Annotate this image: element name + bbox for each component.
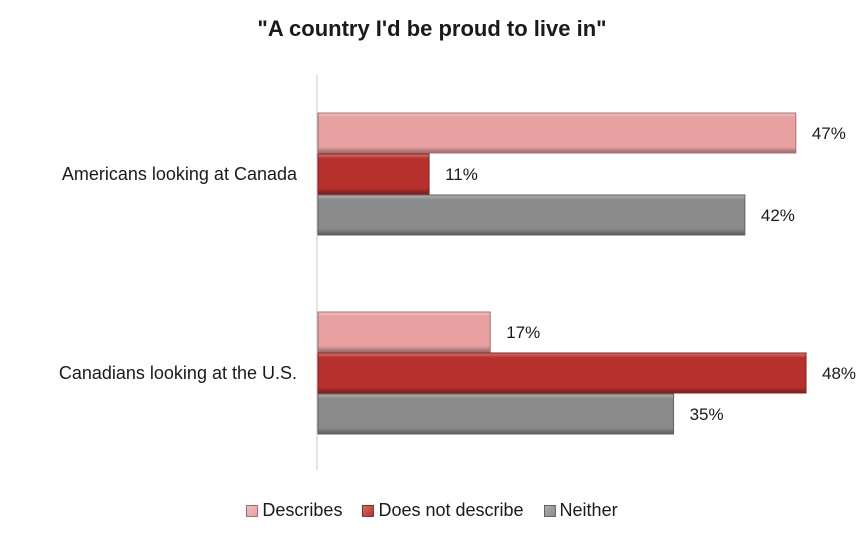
data-label: 48%	[822, 364, 856, 383]
legend-item: Does not describe	[362, 500, 524, 521]
data-label: 42%	[761, 206, 795, 225]
legend-label: Describes	[262, 500, 343, 520]
category-label: Canadians looking at the U.S.	[59, 363, 297, 383]
legend-label: Does not describe	[378, 500, 524, 520]
legend: Describes Does not describe Neither	[0, 500, 864, 522]
bar	[317, 112, 797, 154]
data-label: 35%	[690, 405, 724, 424]
data-label: 11%	[445, 165, 478, 184]
bar	[317, 194, 746, 236]
bar	[317, 153, 430, 195]
legend-item: Describes	[246, 500, 342, 521]
legend-swatch	[362, 504, 375, 517]
bar	[317, 352, 807, 394]
legend-swatch	[543, 504, 556, 517]
chart-title: "A country I'd be proud to live in"	[257, 16, 607, 41]
bar	[317, 311, 491, 353]
legend-item: Neither	[543, 500, 618, 521]
legend-swatch	[246, 504, 259, 517]
bar	[317, 393, 675, 435]
data-label: 47%	[812, 124, 846, 143]
category-label: Americans looking at Canada	[62, 164, 298, 184]
data-label: 17%	[506, 323, 540, 342]
legend-label: Neither	[559, 500, 618, 520]
